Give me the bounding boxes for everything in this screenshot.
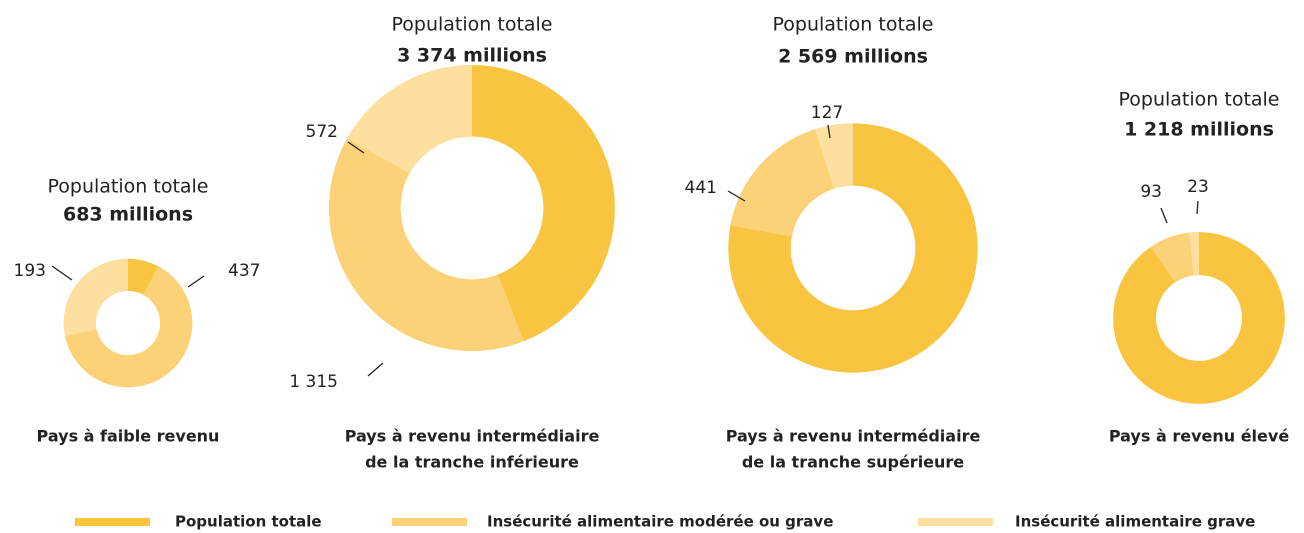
donut-segment	[730, 129, 834, 237]
value-label: 572	[306, 122, 338, 142]
value-label: 193	[14, 261, 46, 281]
leader-line	[51, 265, 73, 281]
donut-total	[1113, 232, 1285, 404]
legend-swatch	[75, 518, 150, 526]
legend-label: Population totale	[175, 513, 322, 531]
leader-line	[367, 362, 384, 377]
legend-swatch	[392, 518, 467, 526]
value-label: 1 315	[289, 372, 338, 392]
donut-segment	[1188, 232, 1199, 276]
pie-total: 683 millions	[63, 204, 193, 226]
legend-label: Insécurité alimentaire grave	[1015, 513, 1255, 531]
pie-caption: Pays à revenu intermédiaire	[345, 427, 600, 446]
leader-line	[1196, 200, 1199, 215]
pie-total: 2 569 millions	[778, 46, 928, 68]
pie-total: 1 218 millions	[1124, 119, 1274, 141]
donut-segment	[63, 258, 129, 337]
pie-caption: Pays à revenu élevé	[1109, 427, 1289, 446]
value-label: 441	[685, 178, 717, 198]
donut-segment	[1150, 232, 1194, 283]
pie-title: Population totale	[1119, 89, 1280, 111]
legend-label: Insécurité alimentaire modérée ou grave	[487, 513, 833, 531]
donut-segment	[329, 138, 524, 351]
legend-swatch	[918, 518, 993, 526]
pie-caption: Pays à faible revenu	[37, 427, 220, 446]
value-label: 93	[1140, 182, 1162, 202]
leader-line	[727, 190, 746, 202]
pie-caption: Pays à revenu intermédiaire	[726, 427, 981, 446]
donut-segment	[346, 65, 472, 174]
leader-line	[347, 141, 365, 154]
pie-title: Population totale	[392, 14, 553, 36]
value-label: 127	[811, 103, 843, 123]
value-label: 437	[228, 261, 260, 281]
leader-line	[187, 275, 205, 288]
leader-line	[827, 124, 831, 139]
donut-segment	[65, 266, 193, 388]
pie-caption: de la tranche supérieure	[742, 453, 964, 472]
pie-caption: de la tranche inférieure	[365, 453, 579, 472]
pie-title: Population totale	[48, 176, 209, 198]
pie-title: Population totale	[773, 14, 934, 36]
value-label: 23	[1187, 177, 1209, 197]
pie-total: 3 374 millions	[397, 45, 547, 67]
leader-line	[1160, 207, 1168, 224]
donut-segment	[814, 123, 853, 189]
